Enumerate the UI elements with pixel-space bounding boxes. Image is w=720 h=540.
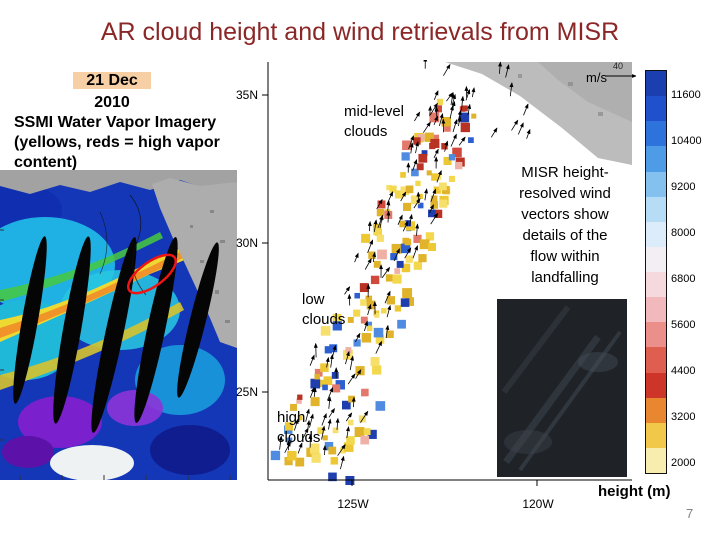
- caption-line: content): [14, 154, 78, 171]
- wind-vectors: [278, 60, 531, 470]
- colorbar-segment: [646, 196, 666, 222]
- red-ellipse-annotation: [127, 253, 177, 295]
- colorbar-segment: [646, 171, 666, 197]
- colorbar-tick: 3200: [671, 411, 696, 423]
- lon-label-120w: 120W: [522, 497, 554, 511]
- colorbar-tick: 5600: [671, 319, 696, 331]
- date-line2: 2010: [94, 94, 130, 111]
- misr-inset-image: [497, 299, 627, 477]
- date-label: 21 Dec 2010: [46, 70, 178, 114]
- lat-label-25n: 25N: [235, 385, 258, 399]
- misr-annotation: MISR height- resolved wind vectors show …: [519, 164, 611, 286]
- ssmi-caption: SSMI Water Vapor Imagery (yellows, reds …: [14, 113, 258, 173]
- wind-scale-value: 40: [613, 61, 624, 71]
- colorbar-tick: 6800: [671, 273, 696, 285]
- colorbar-segment: [646, 221, 666, 247]
- colorbar-segment: [646, 121, 666, 147]
- lat-label-35n: 35N: [235, 88, 258, 102]
- date-line1: 21 Dec: [73, 72, 151, 89]
- slide-title: AR cloud height and wind retrievals from…: [100, 18, 620, 46]
- wind-scale-unit: m/s: [586, 70, 607, 85]
- map-axes: [267, 62, 632, 481]
- map-axis-ticks: [262, 94, 538, 486]
- colorbar-segment: [646, 246, 666, 272]
- colorbar-segment: [646, 297, 666, 323]
- date-line1-wrap: 21 Dec: [46, 70, 178, 92]
- colorbar-tick: 8000: [671, 227, 696, 239]
- label-mid-level-clouds: mid-level clouds: [344, 103, 405, 140]
- colorbar-segment: [646, 397, 666, 423]
- colorbar-tick: 2000: [671, 457, 696, 469]
- colorbar-segment: [646, 447, 666, 473]
- colorbar-tick: 11600: [671, 89, 701, 101]
- label-low-clouds: low clouds: [302, 291, 346, 328]
- colorbar-segment: [646, 347, 666, 373]
- colorbar-tick: 9200: [671, 181, 696, 193]
- land-texture: [190, 210, 230, 323]
- land-top: [0, 170, 237, 194]
- page-number: 7: [686, 506, 694, 521]
- height-colorbar: [645, 70, 667, 474]
- colorbar-tick-labels: 11600 10400 9200 8000 6800 5600 4400 3200 2000: [671, 0, 717, 540]
- colorbar-segment: [646, 96, 666, 122]
- lon-label-125w: 125W: [337, 497, 369, 511]
- land-north-america: [152, 178, 237, 348]
- lat-label-30n: 30N: [235, 236, 258, 250]
- colorbar-segment: [646, 71, 666, 97]
- axis-ticks: [0, 229, 231, 480]
- label-high-clouds: high clouds: [277, 409, 321, 446]
- colorbar-segment: [646, 372, 666, 398]
- colorbar-segment: [646, 146, 666, 172]
- colorbar-tick: 4400: [671, 365, 696, 377]
- colorbar-tick: 10400: [671, 135, 702, 147]
- misr-map-figure: [262, 60, 636, 486]
- caption-line: SSMI Water Vapor Imagery: [14, 114, 217, 131]
- colorbar-segment: [646, 272, 666, 298]
- colorbar-segment: [646, 322, 666, 348]
- colorbar-unit-label: height (m): [598, 483, 671, 500]
- swath-gaps: [13, 236, 219, 433]
- colorbar-segment: [646, 422, 666, 448]
- ssmi-water-vapor-image: [0, 170, 237, 480]
- caption-line: (yellows, reds = high vapor: [14, 134, 220, 151]
